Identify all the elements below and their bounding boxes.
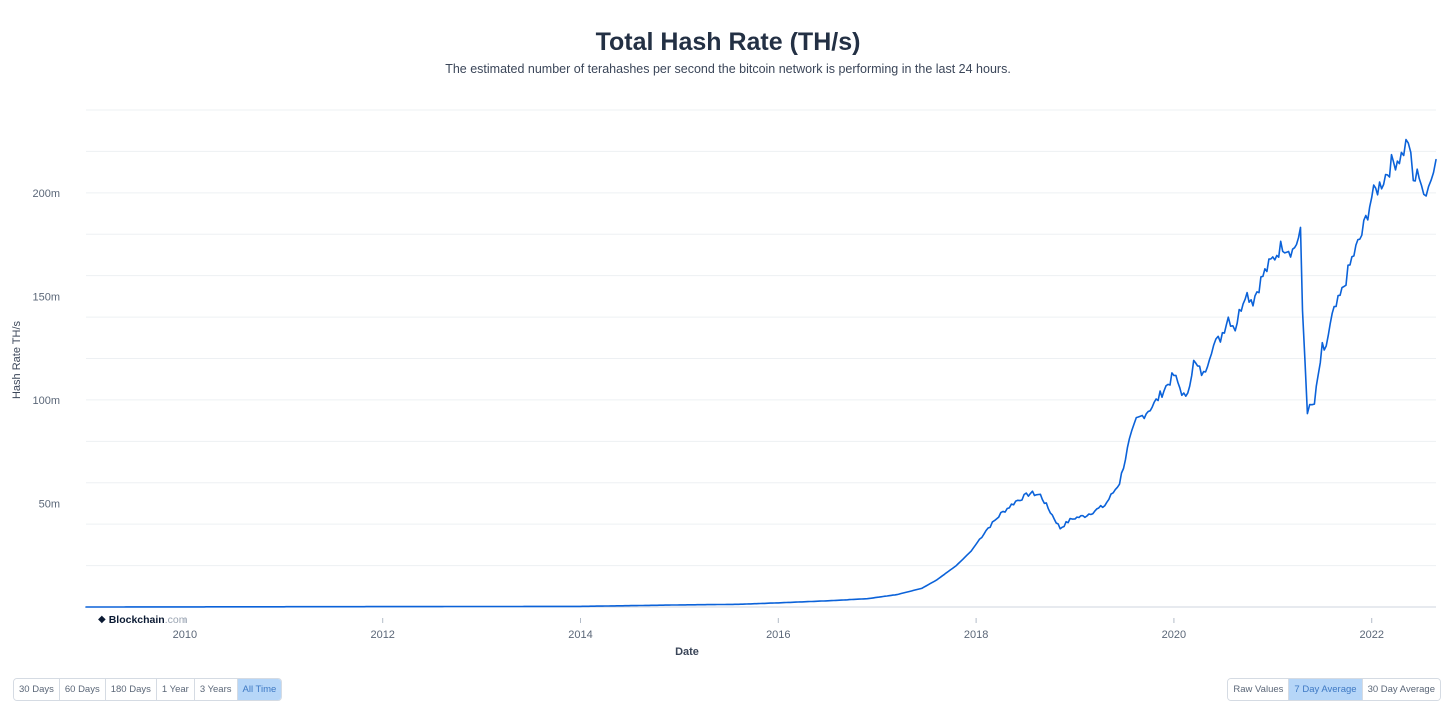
blockchain-logo: ◆ Blockchain .com	[98, 614, 188, 626]
x-axis-label: Date	[675, 646, 699, 658]
series-layer	[85, 138, 1437, 608]
x-tick-label: 2018	[964, 629, 988, 641]
chart-title: Total Hash Rate (TH/s)	[595, 28, 861, 56]
y-tick-label: 150m	[32, 291, 60, 303]
y-axis-ticks: 50m 100m 150m 200m	[32, 188, 60, 511]
y-tick-label: 200m	[32, 188, 60, 200]
x-tick-label: 2020	[1162, 629, 1186, 641]
x-tick-label: 2010	[173, 629, 197, 641]
chart-subtitle: The estimated number of terahashes per s…	[445, 62, 1011, 76]
x-tick-label: 2012	[370, 629, 394, 641]
y-tick-label: 50m	[39, 498, 60, 510]
x-tick-label: 2014	[568, 629, 592, 641]
range-3-years-button[interactable]: 3 Years	[194, 679, 238, 700]
range-all-time-button[interactable]: All Time	[237, 679, 282, 700]
mode-raw-values-button[interactable]: Raw Values	[1228, 679, 1290, 700]
x-tick-label: 2022	[1359, 629, 1383, 641]
mode-30-day-average-button[interactable]: 30 Day Average	[1362, 679, 1440, 700]
range-30-days-button[interactable]: 30 Days	[14, 679, 60, 700]
y-tick-label: 100m	[32, 395, 60, 407]
blockchain-logo-icon: ◆	[98, 614, 106, 625]
x-tick-label: 2016	[766, 629, 790, 641]
y-axis-label: Hash Rate TH/s	[11, 320, 23, 399]
time-range-selector: 30 Days 60 Days 180 Days 1 Year 3 Years …	[13, 678, 283, 701]
range-180-days-button[interactable]: 180 Days	[105, 679, 157, 700]
blockchain-logo-domain: .com	[164, 614, 188, 626]
range-1-year-button[interactable]: 1 Year	[156, 679, 195, 700]
grid-lines	[86, 109, 1436, 608]
series-line-hash-rate	[85, 138, 1437, 608]
blockchain-logo-name: Blockchain	[108, 614, 165, 626]
range-60-days-button[interactable]: 60 Days	[59, 679, 106, 700]
mode-7-day-average-button[interactable]: 7 Day Average	[1289, 679, 1363, 700]
value-mode-selector: Raw Values 7 Day Average 30 Day Average	[1227, 678, 1441, 701]
x-axis-ticks: 2010 2012 2014 2016 2018 2020 2022	[173, 618, 1384, 641]
